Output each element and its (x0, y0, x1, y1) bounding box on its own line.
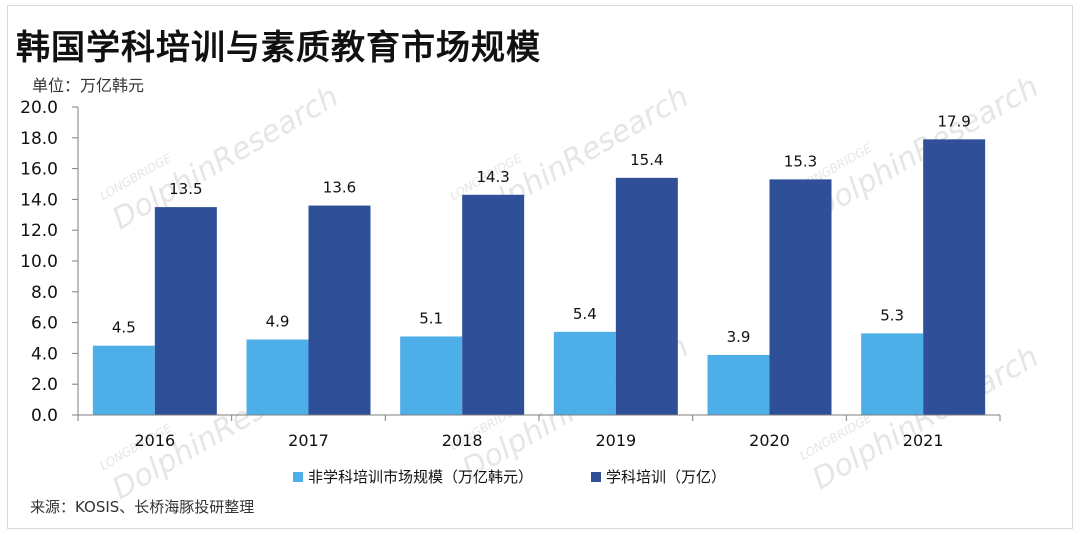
bar-non-subject (400, 336, 463, 415)
data-label: 4.5 (112, 319, 136, 337)
data-label: 4.9 (266, 313, 290, 331)
bar-subject (308, 205, 371, 415)
legend-label-non-subject: 非学科培训市场规模（万亿韩元） (308, 468, 533, 486)
bar-subject (615, 177, 678, 415)
legend-swatch-non-subject (293, 472, 303, 482)
y-tick-label: 8.0 (31, 283, 58, 303)
x-tick-label: 2019 (595, 431, 636, 450)
data-label: 5.3 (880, 306, 904, 324)
bar-subject (923, 139, 986, 415)
bars-group (92, 139, 986, 415)
data-label: 15.3 (784, 152, 817, 170)
x-tick-label: 2018 (442, 431, 483, 450)
y-tick-label: 16.0 (20, 160, 58, 180)
bar-non-subject (92, 345, 155, 415)
y-tick-label: 6.0 (31, 314, 58, 334)
y-tick-label: 12.0 (20, 221, 58, 241)
y-tick-label: 20.0 (20, 98, 58, 118)
source-note: 来源：KOSIS、长桥海豚投研整理 (30, 498, 255, 516)
x-tick-label: 2020 (749, 431, 790, 450)
data-label: 13.5 (169, 180, 202, 198)
y-tick-label: 14.0 (20, 190, 58, 210)
bar-non-subject (707, 354, 770, 415)
data-label: 3.9 (727, 328, 751, 346)
data-labels: 4.5 13.5 4.9 13.6 5.1 14.3 5.4 15.4 3.9 15.3 5.3 17… (112, 112, 971, 346)
x-tick-label: 2021 (903, 431, 944, 450)
legend-swatch-subject (591, 472, 601, 482)
y-tick-label: 2.0 (31, 375, 58, 395)
x-axis: 2016 2017 2018 2019 2020 2021 (77, 414, 1001, 450)
bar-non-subject (246, 339, 309, 415)
data-label: 13.6 (323, 179, 356, 197)
x-tick-label: 2016 (134, 431, 175, 450)
data-label: 5.4 (573, 305, 597, 323)
data-label: 15.4 (630, 151, 663, 169)
x-tick-label: 2017 (288, 431, 329, 450)
legend: 非学科培训市场规模（万亿韩元） 学科培训（万亿） (293, 468, 726, 486)
bar-subject (154, 207, 217, 415)
y-tick-label: 0.0 (31, 406, 58, 426)
unit-label: 单位：万亿韩元 (32, 76, 145, 95)
legend-label-subject: 学科培训（万亿） (606, 468, 726, 486)
bar-subject (769, 179, 832, 415)
data-label: 5.1 (419, 309, 443, 327)
bar-subject (462, 194, 525, 415)
y-tick-label: 10.0 (20, 252, 58, 272)
y-tick-label: 18.0 (20, 129, 58, 149)
bar-non-subject (553, 331, 616, 415)
y-tick-label: 4.0 (31, 344, 58, 364)
data-label: 17.9 (937, 112, 970, 130)
chart-title: 韩国学科培训与素质教育市场规模 (16, 28, 541, 68)
bar-non-subject (861, 333, 924, 415)
y-axis: 0.0 2.0 4.0 6.0 8.0 10.0 12.0 14.0 16.0 18.0 20.0 (20, 98, 79, 426)
data-label: 14.3 (476, 168, 509, 186)
